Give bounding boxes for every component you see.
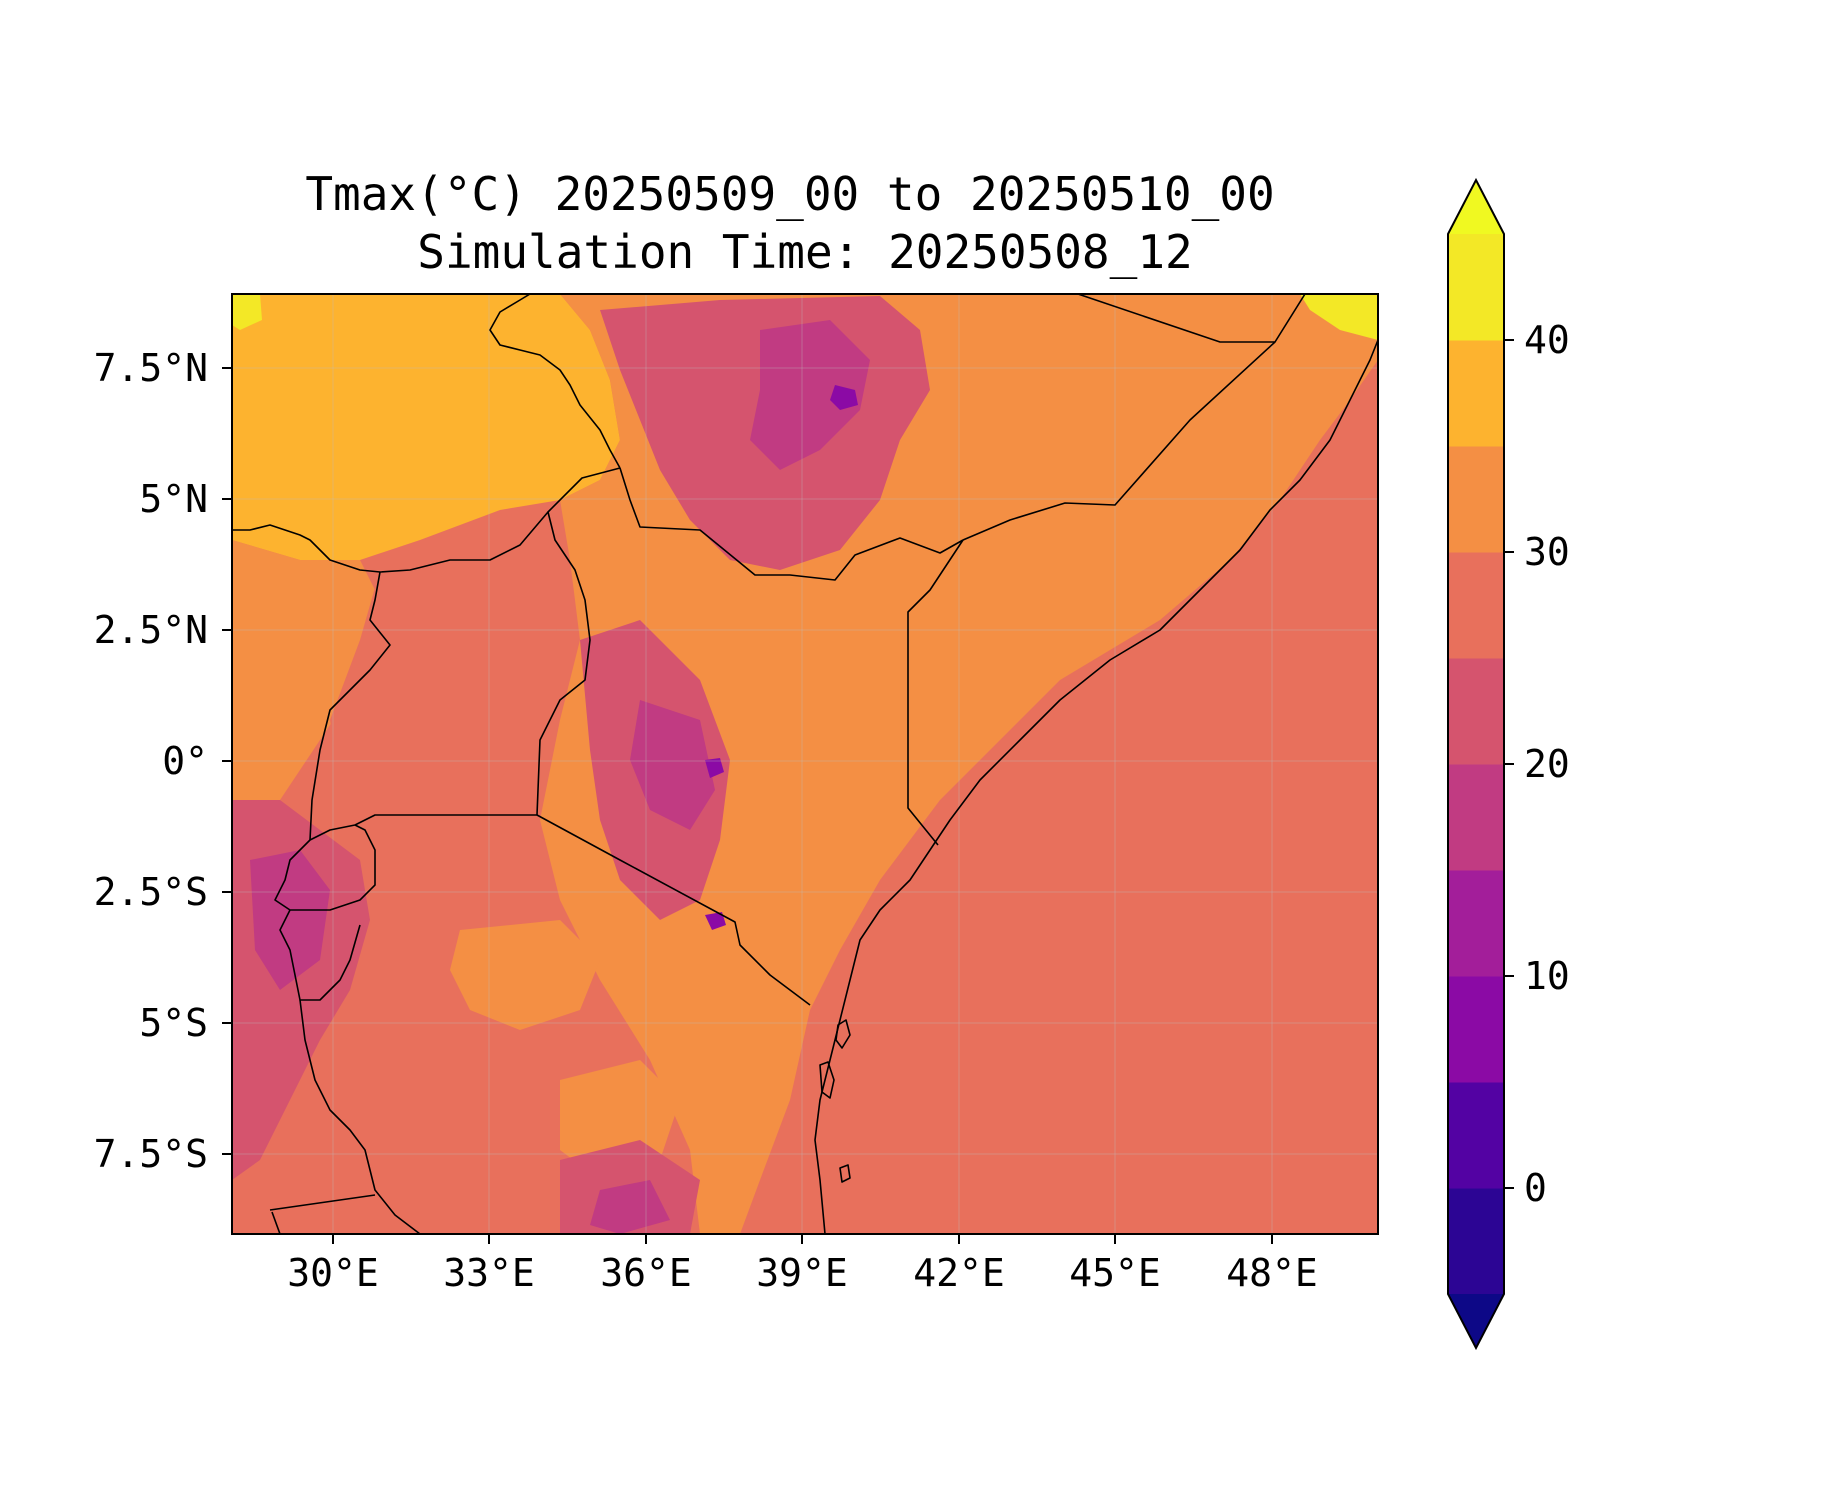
colorbar-bin: [1448, 552, 1504, 659]
ethiopia-somalia-border: [1077, 294, 1306, 343]
mt-kenya-peak: [705, 758, 724, 778]
rwanda-burundi-borders: [274, 824, 376, 1001]
colorbar-bin: [1448, 1188, 1504, 1295]
map-title-line1: Tmax(°C) 20250509_00 to 20250510_00: [305, 167, 1274, 221]
colorbar-bin: [1448, 658, 1504, 765]
uganda-south-sudan-border: [232, 511, 549, 573]
lat-tick-label: 7.5°S: [94, 1132, 208, 1176]
colorbar: 40 30 20 10 0: [1447, 177, 1570, 1351]
hottest-patch-ne: [1300, 294, 1378, 340]
kenya-somalia-border: [907, 539, 964, 846]
colorbar-bin: [1448, 446, 1504, 553]
pemba-island: [835, 1019, 851, 1049]
colorbar-bin: [1448, 976, 1504, 1083]
lat-tick-label: 2.5°S: [94, 870, 208, 914]
lon-tick-label: 33°E: [443, 1251, 535, 1295]
lon-axis: 30°E 33°E 36°E 39°E 42°E 45°E 48°E: [287, 1234, 1318, 1295]
ethiopian-peak: [830, 385, 858, 410]
lat-axis: 7.5°N 5°N 2.5°N 0° 2.5°S 5°S 7.5°S: [94, 346, 232, 1176]
colorbar-bin: [1448, 234, 1504, 341]
colorbar-bin: [1448, 764, 1504, 871]
colorbar-bin: [1448, 340, 1504, 447]
lon-tick-label: 48°E: [1226, 1251, 1318, 1295]
colorbar-extend-max: [1448, 180, 1504, 234]
lon-tick-label: 36°E: [600, 1251, 692, 1295]
map-title-line2: Simulation Time: 20250508_12: [417, 225, 1192, 279]
ethiopia-ogaden-border: [962, 341, 1276, 541]
kenya-tanzania-border: [536, 814, 811, 1006]
colorbar-outline: [1447, 177, 1505, 1351]
kenya-uganda-border: [536, 467, 621, 816]
malawi-border: [271, 1211, 281, 1234]
colorbar-tick-label: 30: [1524, 530, 1570, 574]
lon-tick-label: 45°E: [1069, 1251, 1161, 1295]
colorbar-tick-label: 40: [1524, 318, 1570, 362]
ethiopia-kenya-border: [619, 467, 964, 581]
southern-highlands-cool: [590, 1180, 670, 1234]
colorbar-extend-min: [1448, 1294, 1504, 1348]
kilimanjaro-peak: [705, 912, 726, 930]
ethiopian-highlands-cool: [750, 320, 870, 470]
uganda-region: [330, 560, 560, 800]
tanganyika-shore: [299, 999, 421, 1234]
lat-tick-label: 2.5°N: [94, 608, 208, 652]
lon-tick-label: 42°E: [913, 1251, 1005, 1295]
uganda-tanzania-border: [354, 814, 537, 826]
graticule: [232, 294, 1378, 1234]
lowland-tanzania-patch: [450, 920, 600, 1030]
lon-tick-label: 30°E: [287, 1251, 379, 1295]
zambia-border: [269, 1194, 376, 1211]
zanzibar-island: [819, 1061, 835, 1099]
colorbar-tick-label: 10: [1524, 954, 1570, 998]
map-frame: [231, 293, 1379, 1235]
hot-north-region: [232, 294, 620, 560]
western-rift-cool: [250, 850, 330, 990]
colorbar-bin: [1448, 1082, 1504, 1189]
south-sudan-ethiopia-border: [489, 294, 621, 469]
borders-coastlines: [232, 294, 1378, 1234]
lat-tick-label: 5°N: [139, 477, 208, 521]
lowland-west-patch: [232, 540, 380, 820]
kenyan-highlands-cool: [630, 700, 715, 830]
colorbar-tick-label: 20: [1524, 742, 1570, 786]
somalia-coastline: [814, 339, 1378, 1234]
hottest-patch-nw: [232, 294, 262, 330]
lat-tick-label: 0°: [162, 739, 208, 783]
map-panel: [232, 294, 1378, 1234]
lon-tick-label: 39°E: [756, 1251, 848, 1295]
uganda-drc-border: [309, 571, 391, 841]
lat-tick-label: 7.5°N: [94, 346, 208, 390]
mafia-island: [839, 1164, 851, 1183]
lat-tick-label: 5°S: [139, 1001, 208, 1045]
colorbar-tick-label: 0: [1524, 1166, 1547, 1210]
colorbar-bin: [1448, 870, 1504, 977]
